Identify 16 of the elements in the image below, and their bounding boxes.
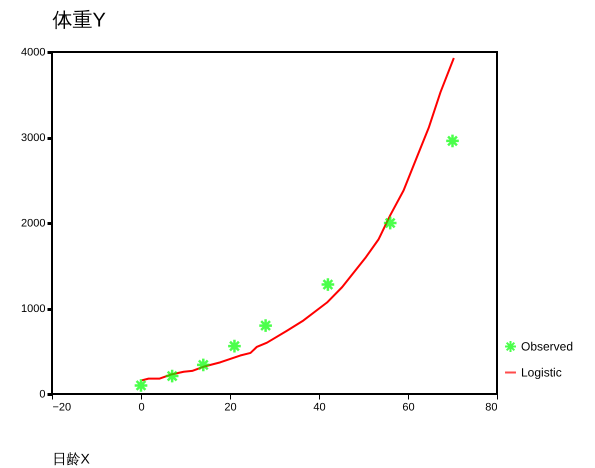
- x-tick-label: 0: [138, 402, 145, 414]
- y-tick-label: 3000: [21, 132, 46, 144]
- y-tick-label: 0: [39, 388, 46, 400]
- x-tick-label: −20: [52, 402, 72, 414]
- y-tick-label: 2000: [21, 218, 46, 230]
- x-axis-title: 日龄X: [52, 450, 90, 466]
- x-tick-label: 60: [402, 402, 415, 414]
- x-tick-label: 20: [224, 402, 237, 414]
- x-tick-label: 80: [485, 402, 498, 414]
- x-tick-label: 40: [313, 402, 326, 414]
- y-axis-title: 体重Y: [52, 10, 106, 32]
- y-tick-label: 1000: [21, 303, 46, 315]
- legend-label: Observed: [521, 340, 574, 354]
- y-tick-label: 4000: [21, 46, 46, 58]
- legend-label: Logistic: [521, 366, 562, 380]
- line-series: [140, 56, 455, 382]
